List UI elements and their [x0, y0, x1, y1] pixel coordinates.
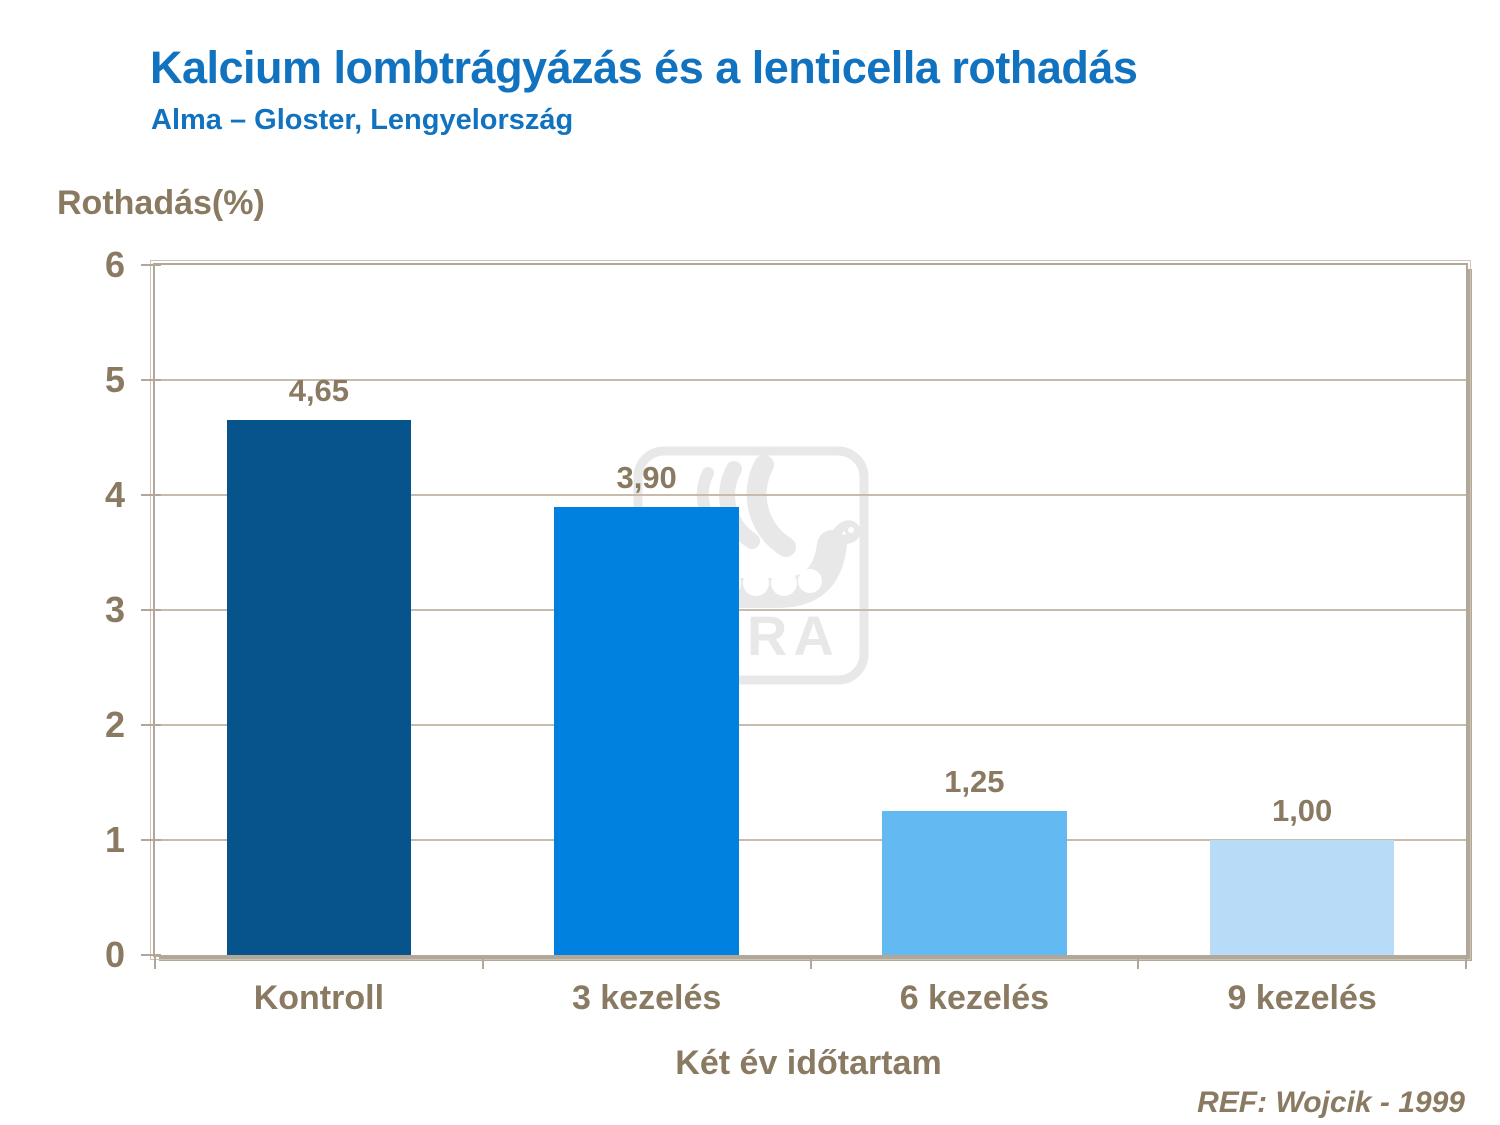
- y-tick-mark-6: [141, 264, 161, 266]
- bar-6 kezelés: [882, 811, 1067, 955]
- x-category-label: 6 kezelés: [899, 979, 1050, 1017]
- y-tick-mark-0: [141, 954, 161, 956]
- gridline-3: [155, 609, 1466, 611]
- x-category-label: Kontroll: [253, 979, 385, 1017]
- chart-subtitle: Alma – Gloster, Lengyelország: [151, 104, 574, 136]
- x-category-label: 9 kezelés: [1227, 979, 1377, 1017]
- y-tick-label-0: 0: [104, 934, 125, 975]
- y-axis-label: Rothadás(%): [57, 184, 265, 222]
- bar-value-label: 1,25: [944, 764, 1005, 800]
- y-tick-mark-4: [141, 494, 161, 496]
- bar-3 kezelés: [554, 506, 739, 955]
- gridline-4: [155, 494, 1466, 496]
- y-tick-mark-5: [141, 379, 161, 381]
- gridline-2: [155, 724, 1466, 726]
- x-boundary-tick-4: [1465, 955, 1467, 969]
- x-boundary-tick-2: [809, 955, 812, 969]
- chart-title: Kalcium lombtrágyázás és a lenticella ro…: [150, 42, 1138, 93]
- y-tick-label-4: 4: [104, 474, 125, 515]
- reference-note: REF: Wojcik - 1999: [1197, 1086, 1465, 1119]
- bar-value-label: 4,65: [288, 373, 350, 409]
- y-tick-label-2: 2: [104, 704, 125, 745]
- bar-value-label: 3,90: [616, 459, 677, 495]
- x-boundary-tick-0: [154, 955, 156, 969]
- y-tick-mark-1: [141, 839, 161, 841]
- y-tick-label-1: 1: [104, 819, 125, 860]
- x-category-label: 3 kezelés: [571, 979, 722, 1017]
- bar-9 kezelés: [1209, 840, 1395, 955]
- y-tick-label-5: 5: [104, 359, 125, 400]
- y-tick-label-3: 3: [104, 589, 125, 630]
- bar-Kontroll: [226, 420, 412, 955]
- x-axis-label: Két év időtartam: [675, 1044, 942, 1082]
- x-boundary-tick-3: [1137, 955, 1140, 969]
- x-boundary-tick-1: [481, 955, 484, 969]
- plot-area: YARA 0 1 2 3 4 5 6 4,65 Kontroll 3,90 3 kezelés 1,2…: [105, 247, 1471, 1017]
- y-tick-mark-2: [141, 724, 161, 726]
- gridline-5: [155, 379, 1466, 381]
- gridline-1: [155, 839, 1466, 841]
- y-tick-label-6: 6: [104, 244, 125, 285]
- y-tick-mark-3: [141, 609, 161, 611]
- bar-value-label: 1,00: [1271, 793, 1333, 828]
